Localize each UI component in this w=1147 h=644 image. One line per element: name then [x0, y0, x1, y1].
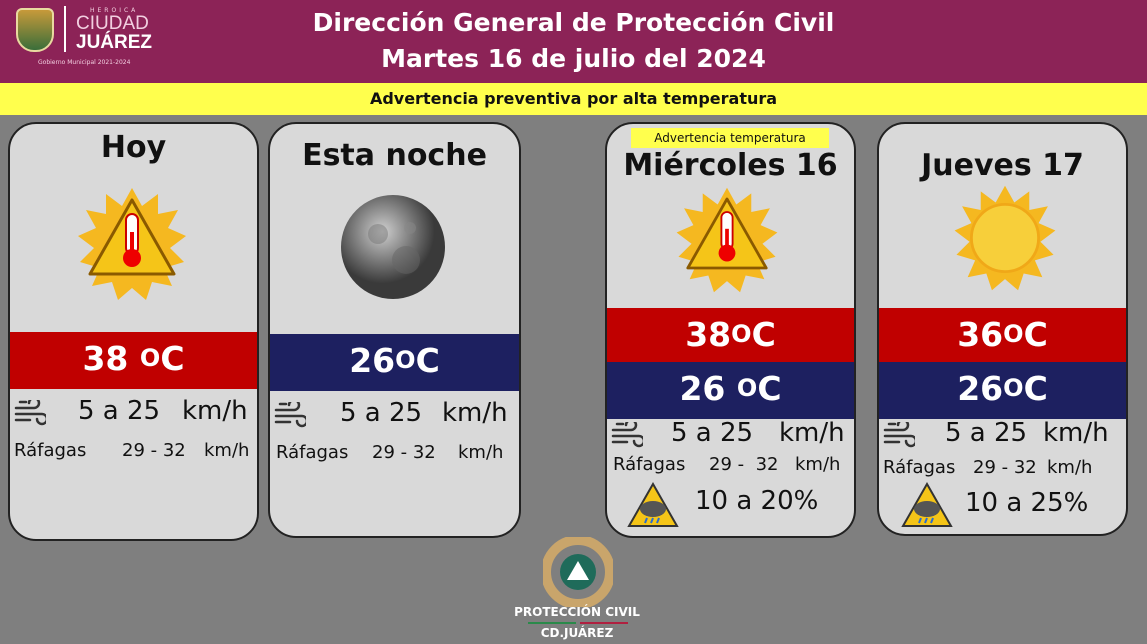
wind-icon — [274, 402, 306, 428]
logo-heroica: HEROICA — [90, 7, 139, 14]
gusts-value: 29 - 32 — [372, 442, 436, 463]
wind-icon — [883, 422, 915, 448]
temp-value: 26 — [679, 369, 726, 408]
gusts-label: Ráfagas — [883, 457, 956, 478]
temp-high: 38 OC — [10, 332, 257, 389]
footer-city: CD.JUÁREZ — [540, 626, 614, 640]
gusts-unit: km/h — [458, 442, 504, 463]
footer-org: PROTECCIÓN CIVIL — [514, 605, 640, 619]
wind-unit: km/h — [182, 396, 248, 426]
wind-speed: 5 a 25 — [671, 418, 754, 448]
proteccion-civil-logo: PROTECCIÓN CIVIL CD.JUÁREZ — [510, 535, 644, 644]
temp-value: 38 — [82, 339, 129, 378]
forecast-card-wednesday: Advertencia temperatura Miércoles 16 38O… — [605, 122, 856, 538]
degree: O — [139, 344, 161, 372]
temperature-warning-badge: Advertencia temperatura — [631, 128, 829, 148]
logo-divider — [64, 6, 66, 52]
gusts-value: 29 - 32 — [709, 454, 779, 475]
temp-low: 26OC — [270, 334, 519, 391]
page-title: Dirección General de Protección Civil — [312, 8, 835, 37]
coat-of-arms-icon — [16, 8, 54, 52]
gusts-label: Ráfagas — [14, 440, 87, 461]
gusts-value: 29 - 32 — [973, 457, 1037, 478]
wind-speed: 5 a 25 — [78, 396, 161, 426]
temp-value: 26 — [957, 369, 1004, 408]
temp-high: 36OC — [879, 308, 1126, 365]
degree: O — [1003, 320, 1024, 348]
forecast-card-today: Hoy 38 OC 5 a 25 km/h Ráfagas 29 - 32 km… — [8, 122, 259, 541]
thunderstorm-warning-icon — [628, 483, 678, 527]
logo-juarez: JUÁREZ — [76, 32, 153, 53]
gusts-unit: km/h — [1047, 457, 1093, 478]
temp-unit: C — [1023, 369, 1048, 408]
gusts-unit: km/h — [204, 440, 250, 461]
flag-stripe — [580, 622, 628, 624]
card-title: Jueves 17 — [921, 148, 1084, 183]
temp-unit: C — [1023, 315, 1048, 354]
forecast-card-tonight: Esta noche 26OC 5 a 25 km/h Ráfagas 29 -… — [268, 122, 521, 538]
rain-probability: 10 a 25% — [965, 488, 1089, 518]
temp-value: 26 — [349, 341, 396, 380]
wind-icon — [14, 400, 46, 426]
sun-icon — [954, 185, 1056, 291]
logo-gobierno: Gobierno Municipal 2021-2024 — [38, 59, 131, 66]
wind-speed: 5 a 25 — [340, 398, 423, 428]
card-title: Hoy — [100, 130, 167, 165]
header: HEROICA CIUDAD JUÁREZ Gobierno Municipal… — [0, 0, 1147, 83]
warning-banner: Advertencia preventiva por alta temperat… — [0, 83, 1147, 115]
heat-thermometer-sun-icon — [671, 184, 783, 296]
wind-unit: km/h — [442, 398, 508, 428]
card-title: Esta noche — [302, 138, 487, 173]
card-title: Miércoles 16 — [623, 148, 838, 183]
logo-ciudad: CIUDAD — [76, 13, 149, 34]
degree: O — [736, 374, 758, 402]
wind-icon — [611, 422, 643, 448]
temp-low: 26 OC — [607, 362, 854, 419]
degree: O — [731, 320, 752, 348]
flag-stripe — [528, 622, 576, 624]
temp-unit: C — [751, 315, 776, 354]
degree: O — [395, 346, 416, 374]
temp-low: 26OC — [879, 362, 1126, 419]
temp-high: 38OC — [607, 308, 854, 365]
ciudad-juarez-logo: HEROICA CIUDAD JUÁREZ Gobierno Municipal… — [10, 4, 160, 66]
page-date: Martes 16 de julio del 2024 — [381, 44, 766, 73]
wind-unit: km/h — [779, 418, 845, 448]
wind-speed: 5 a 25 — [945, 418, 1028, 448]
temp-value: 36 — [957, 315, 1004, 354]
gusts-label: Ráfagas — [613, 454, 686, 475]
thunderstorm-warning-icon — [902, 483, 952, 527]
wind-unit: km/h — [1043, 418, 1109, 448]
gusts-value: 29 - 32 — [122, 440, 186, 461]
proteccion-civil-emblem-icon — [543, 537, 613, 607]
moon-icon — [341, 195, 445, 299]
heat-thermometer-sun-icon — [72, 184, 192, 304]
temp-value: 38 — [685, 315, 732, 354]
temp-unit: C — [415, 341, 440, 380]
forecast-card-thursday: Jueves 17 36OC 26OC 5 a 25 km/h Ráfagas … — [877, 122, 1128, 536]
temp-unit: C — [757, 369, 782, 408]
degree: O — [1003, 374, 1024, 402]
rain-probability: 10 a 20% — [695, 486, 819, 516]
temp-unit: C — [160, 339, 185, 378]
gusts-unit: km/h — [795, 454, 841, 475]
gusts-label: Ráfagas — [276, 442, 349, 463]
